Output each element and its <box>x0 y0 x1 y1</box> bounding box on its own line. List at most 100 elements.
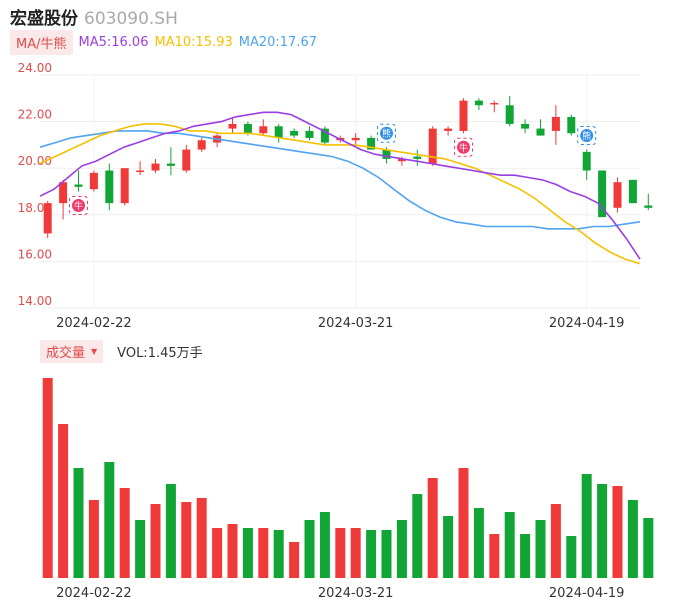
candle-body <box>397 158 406 162</box>
volume-bar <box>550 504 561 578</box>
ma10-line <box>39 123 641 265</box>
candle-body <box>613 182 622 208</box>
volume-tag-label: 成交量 <box>46 345 86 361</box>
candle-body <box>243 123 252 134</box>
volume-x-tick-label: 2024-03-21 <box>318 586 394 601</box>
candle-body <box>474 100 483 106</box>
y-tick-label: 20.00 <box>18 154 52 168</box>
candle-body <box>151 163 160 171</box>
ma-legend: MA/牛熊 MA5:16.06 MA10:15.93 MA20:17.67 <box>10 29 323 55</box>
volume-bar <box>643 518 654 578</box>
y-tick-label: 18.00 <box>18 201 52 215</box>
stock-name: 宏盛股份 <box>10 9 78 29</box>
candle-body <box>43 203 52 234</box>
volume-bar <box>473 508 484 578</box>
candle-body <box>536 128 545 136</box>
candle-body <box>89 172 98 190</box>
candle-body <box>382 149 391 159</box>
candle-body <box>59 182 68 204</box>
bull-marker <box>457 140 470 154</box>
candle-body <box>182 149 191 171</box>
title-row: 宏盛股份 603090.SH <box>10 4 178 29</box>
bear-marker-frame <box>577 126 597 146</box>
candle-body <box>228 123 237 129</box>
volume-bar <box>458 468 469 578</box>
caret-down-icon: ▼ <box>91 346 98 356</box>
volume-bar <box>520 534 531 578</box>
volume-bar <box>212 528 223 578</box>
volume-bar <box>335 528 346 578</box>
volume-bar <box>443 516 454 578</box>
candle-body <box>120 168 129 204</box>
candle-body <box>598 170 607 218</box>
bear-marker-label: 熊 <box>382 128 391 140</box>
y-tick-label: 24.00 <box>18 61 52 75</box>
ma-indicator-selector[interactable]: MA/牛熊 <box>10 29 73 55</box>
candle-body <box>644 205 653 208</box>
volume-bar <box>535 520 546 578</box>
x-tick-label: 2024-02-22 <box>56 316 132 331</box>
volume-bar <box>88 500 99 578</box>
candle-body <box>490 102 499 105</box>
candle-body <box>274 126 283 138</box>
candle-body <box>105 170 114 204</box>
volume-bar <box>242 528 253 578</box>
ma20-line <box>39 130 641 230</box>
ma5-line <box>39 111 641 260</box>
candle-body <box>567 116 576 134</box>
candle-body <box>351 137 360 141</box>
candle-body <box>305 130 314 138</box>
candle-body <box>628 179 637 204</box>
candle-body <box>521 123 530 129</box>
bear-marker-label: 熊 <box>582 130 591 142</box>
stock-code: 603090.SH <box>84 9 178 29</box>
ma10-label: MA10:15.93 <box>154 34 233 50</box>
volume-bar <box>150 504 161 578</box>
bear-marker-frame <box>377 123 396 143</box>
volume-bar <box>504 512 515 578</box>
bull-marker-frame <box>454 137 473 157</box>
candle-body <box>166 163 175 166</box>
candle-body <box>428 128 437 164</box>
volume-bar <box>566 536 577 578</box>
volume-x-tick-label: 2024-02-22 <box>56 586 132 601</box>
volume-x-tick-label: 2024-04-19 <box>549 586 625 601</box>
volume-bar <box>381 530 392 578</box>
bear-marker <box>380 126 393 140</box>
volume-bar <box>42 378 53 578</box>
volume-indicator-selector[interactable]: 成交量 ▼ <box>40 339 104 363</box>
candle-body <box>551 116 560 131</box>
candle-body <box>290 130 299 136</box>
volume-bar <box>73 468 84 578</box>
candle-body <box>582 151 591 171</box>
y-tick-label: 14.00 <box>18 294 52 308</box>
volume-bar <box>258 528 269 578</box>
volume-bar <box>427 478 438 578</box>
bull-marker-label: 牛 <box>459 142 468 154</box>
volume-bar <box>119 488 130 578</box>
volume-bar <box>165 484 176 578</box>
candle-body <box>459 100 468 131</box>
candle-body <box>259 126 268 134</box>
bull-marker-frame <box>69 196 88 215</box>
volume-legend: 成交量 ▼ VOL:1.45万手 <box>40 339 203 363</box>
volume-bar <box>319 512 330 578</box>
volume-bar <box>104 462 115 578</box>
candle-body <box>367 137 376 150</box>
bear-marker <box>580 129 594 143</box>
volume-bar <box>489 534 500 578</box>
candle-body <box>320 128 329 143</box>
volume-bar <box>597 484 608 578</box>
ma5-label: MA5:16.06 <box>78 34 149 50</box>
x-tick-label: 2024-04-19 <box>549 316 625 331</box>
volume-bar <box>273 530 284 578</box>
volume-bar <box>396 520 407 578</box>
bull-marker-label: 牛 <box>74 200 83 212</box>
y-tick-label: 22.00 <box>18 108 52 122</box>
volume-bar <box>627 500 638 578</box>
volume-bar <box>227 524 238 578</box>
volume-bar <box>289 542 300 578</box>
volume-bar <box>196 498 207 578</box>
volume-bar <box>181 502 192 578</box>
